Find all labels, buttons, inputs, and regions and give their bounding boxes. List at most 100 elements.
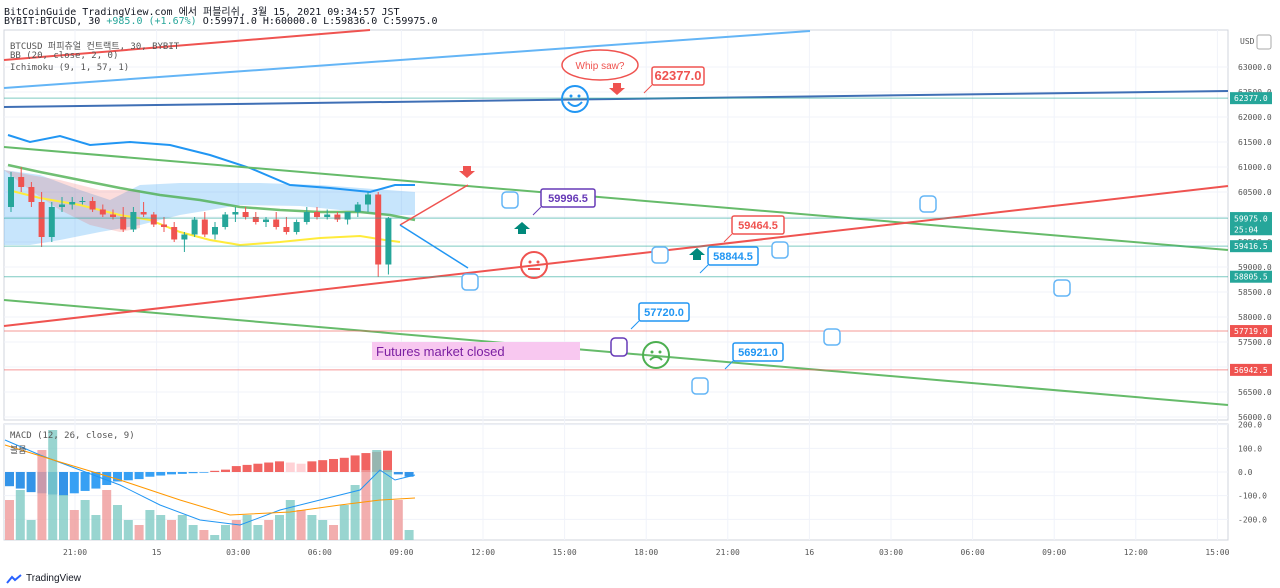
- candle-body: [89, 201, 96, 210]
- volume-bar: [177, 515, 187, 540]
- macd-histogram-bar: [188, 472, 198, 474]
- candle-body: [303, 212, 310, 222]
- annotation-label: 58844.5: [713, 251, 753, 263]
- pointing-hand-icon: [610, 337, 628, 357]
- macd-histogram-bar: [91, 472, 101, 489]
- volume-bar: [15, 490, 25, 540]
- candle-body: [344, 212, 351, 220]
- volume-bar: [339, 505, 349, 540]
- price-axis-label-box: [1230, 363, 1272, 376]
- macd-histogram-bar: [329, 458, 338, 472]
- time-tick-label: 21:00: [716, 548, 740, 557]
- time-tick-label: 12:00: [1124, 548, 1148, 557]
- time-tick-label: 15: [152, 548, 162, 557]
- candle-body: [38, 202, 45, 237]
- macd-tick-label: 100.0: [1238, 444, 1262, 453]
- time-tick-label: 09:00: [389, 548, 413, 557]
- volume-bar: [102, 490, 112, 540]
- ichimoku-base-line: [7, 189, 401, 247]
- macd-histogram-bar: [26, 472, 36, 493]
- macd-tick-label: -200.0: [1238, 515, 1267, 524]
- macd-histogram-bar: [123, 472, 133, 481]
- legend-ichimoku[interactable]: Ichimoku (9, 1, 57, 1): [10, 63, 130, 73]
- trend-line-red-support: [3, 185, 1229, 327]
- tradingview-logo-icon: [6, 573, 22, 584]
- candle-body: [99, 209, 106, 215]
- macd-histogram-bar: [145, 472, 155, 477]
- macd-histogram-bar: [69, 472, 79, 494]
- price-tick-label: 57500.0: [1238, 338, 1272, 347]
- macd-histogram-bar: [113, 472, 122, 482]
- volume-bar: [59, 495, 68, 540]
- macd-histogram-bar: [134, 472, 144, 480]
- pointing-hand-icon: [691, 377, 709, 395]
- price-axis-label: 59975.0: [1234, 214, 1268, 223]
- price-tick-label: 56500.0: [1238, 388, 1272, 397]
- candle-body: [191, 219, 198, 235]
- price-axis-label: 59416.5: [1234, 242, 1268, 251]
- time-tick-label: 15:00: [1205, 548, 1229, 557]
- legend-bb[interactable]: BB (20, close, 2, 0): [10, 51, 119, 61]
- candle-body: [263, 219, 269, 222]
- time-tick-label: 12:00: [471, 548, 495, 557]
- macd-histogram-bar: [102, 472, 112, 486]
- volume-bar: [156, 515, 166, 540]
- macd-histogram-bar: [221, 469, 230, 472]
- trend-line-navy: [3, 90, 1229, 108]
- macd-histogram-bar: [177, 472, 187, 474]
- arrow-down-icon: [459, 166, 475, 178]
- candle-body: [293, 222, 300, 232]
- price-axis-label-box: [1230, 270, 1272, 283]
- macd-histogram-bar: [318, 460, 328, 472]
- candle-body: [161, 224, 167, 227]
- annotation-box: [732, 342, 784, 362]
- macd-histogram-bar: [231, 466, 241, 472]
- candle-body: [222, 214, 229, 227]
- candle-body: [334, 214, 341, 220]
- price-axis-label: 57719.0: [1234, 327, 1268, 336]
- volume-bar: [231, 520, 241, 540]
- note-text: Futures market closed: [376, 344, 505, 359]
- candle-body: [79, 201, 86, 202]
- pointing-hand-icon: [771, 241, 789, 259]
- macd-histogram-bar: [210, 470, 220, 472]
- volume-bar: [264, 520, 274, 540]
- price-axis-label-box: [1230, 223, 1272, 236]
- macd-histogram-bar: [296, 463, 306, 472]
- annotation-pointer: [532, 206, 542, 216]
- pointing-hand-icon: [919, 195, 937, 213]
- volume-bar: [69, 510, 79, 540]
- volume-bar: [5, 500, 14, 540]
- macd-histogram-bar: [393, 472, 403, 475]
- annotation-box: [638, 302, 690, 322]
- neutral-face-icon: [520, 251, 548, 279]
- time-tick-label: 15:00: [553, 548, 577, 557]
- annotation-box: [651, 66, 705, 86]
- macd-histogram-bar: [307, 461, 317, 472]
- bb-upper-line: [7, 134, 415, 194]
- symbol-ohlc-line: BYBIT:BTCUSD, 30 +985.0 (+1.67%) O:59971…: [4, 16, 438, 27]
- macd-histogram-bar: [59, 472, 68, 496]
- macd-histogram-bar: [383, 450, 392, 472]
- annotation-pointer: [699, 264, 709, 274]
- candle-body: [242, 212, 249, 217]
- volume-bar: [145, 510, 155, 540]
- volume-bar: [123, 520, 133, 540]
- candle-body: [171, 227, 178, 240]
- tradingview-brand[interactable]: TradingView: [6, 573, 81, 584]
- ichimoku-cloud: [4, 170, 415, 245]
- macd-histogram-bar: [242, 464, 252, 472]
- time-tick-label: 16: [805, 548, 815, 557]
- macd-histogram-bar: [264, 462, 274, 472]
- price-tick-label: 59000.0: [1238, 263, 1272, 272]
- legend-macd[interactable]: MACD (12, 26, close, 9): [10, 431, 135, 441]
- macd-tick-label: -100.0: [1238, 492, 1267, 501]
- legend-main[interactable]: BTCUSD 퍼피츄얼 컨트랙트, 30, BYBIT: [10, 42, 180, 52]
- candle-body: [252, 217, 259, 222]
- volume-bar: [167, 520, 176, 540]
- candle-body: [354, 204, 361, 212]
- legend-macd-sub[interactable]: 볼륨: [10, 446, 27, 456]
- price-tick-label: 58000.0: [1238, 313, 1272, 322]
- trend-line-red-top: [3, 29, 371, 61]
